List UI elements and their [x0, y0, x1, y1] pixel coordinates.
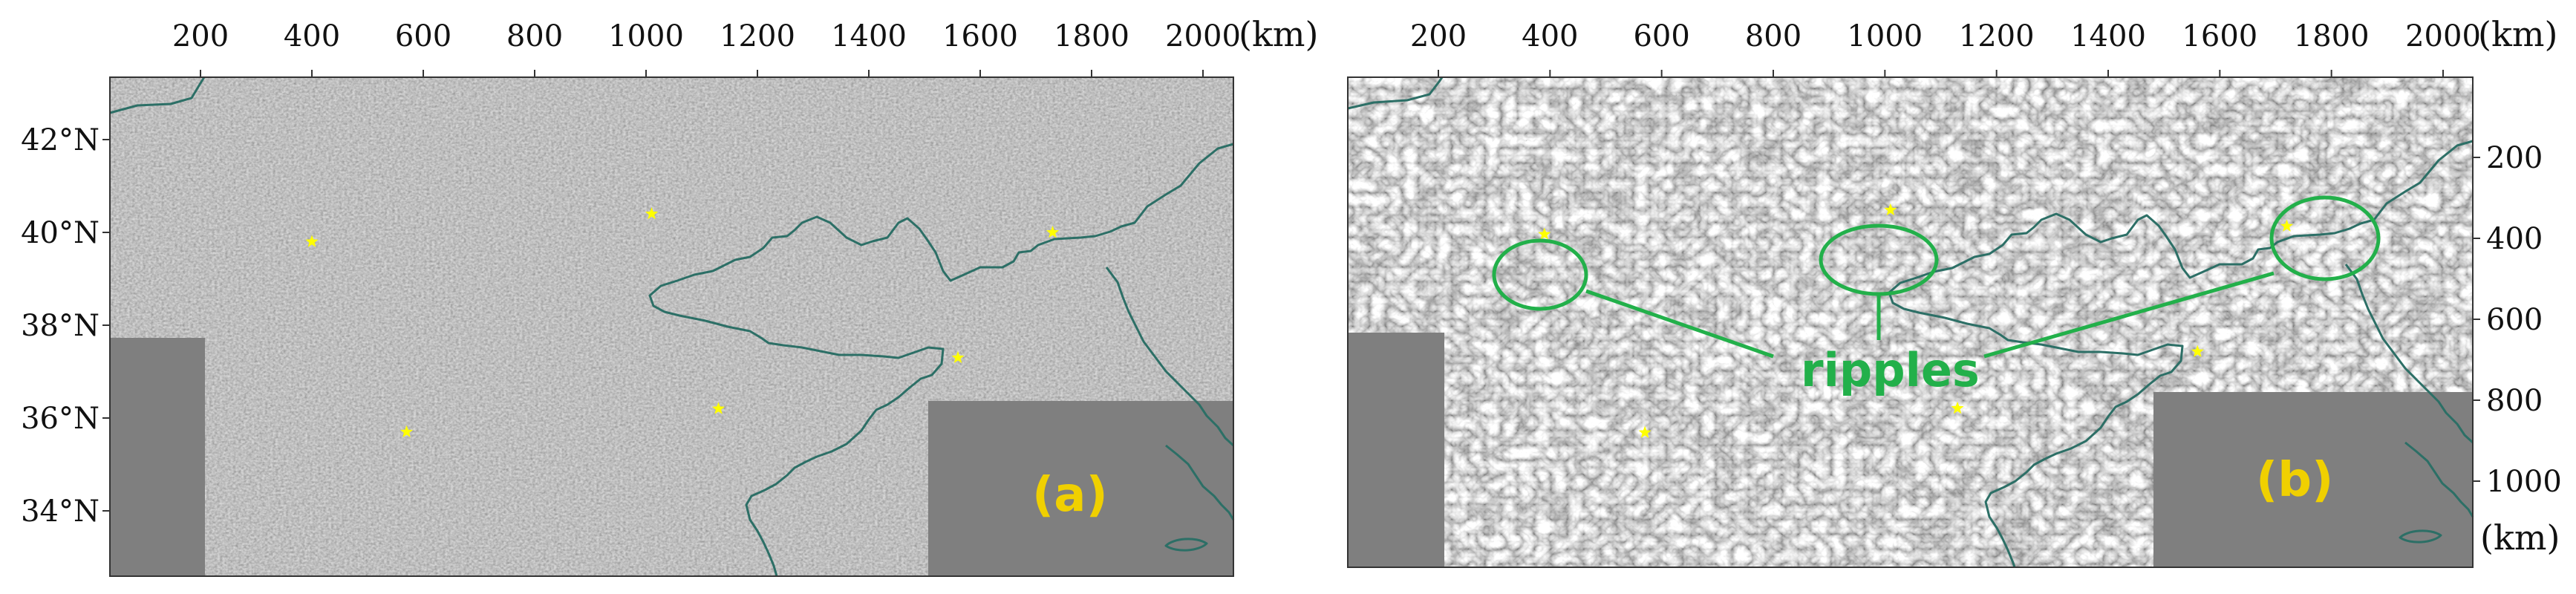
panel-b-x-tick-label: 1600	[2182, 19, 2257, 53]
panel-a-x-tick-label: 2000	[1165, 19, 1241, 53]
panel-a-stations	[305, 207, 1060, 437]
station-star	[711, 402, 725, 414]
panel-b-label-letter: b	[2277, 453, 2312, 508]
panel-b: 200 400 600 800 1000 1200 1400 1600 1800 2000 200…	[1347, 14, 2562, 568]
panel-b-y-tick-label: 200	[2486, 141, 2543, 175]
panel-b-x-tick-label: 200	[1410, 19, 1467, 53]
panel-b-x-tick-label: 1400	[2070, 19, 2146, 53]
station-star	[1538, 227, 1551, 240]
ripple-annotation: ripples	[1492, 195, 2381, 397]
panel-a-x-tick-label: 1800	[1054, 19, 1129, 53]
panel-b-label-open: (	[2256, 453, 2277, 508]
panel-b-stations	[1538, 203, 2294, 438]
station-star	[1638, 425, 1651, 438]
panel-a-lat-tick-label: 38°N	[21, 309, 100, 343]
ripple-circle-3	[2269, 195, 2381, 281]
ripple-label: ripples	[1801, 343, 1980, 397]
panel-a-lat-tick-label: 36°N	[21, 402, 100, 436]
panel-b-y-tick-label: 800	[2486, 384, 2543, 418]
ripple-pointer-3	[1983, 271, 2275, 359]
panel-a-label-close: )	[1086, 468, 1107, 523]
panel-b-y-tick-label: 400	[2486, 222, 2543, 256]
panel-a-frame	[109, 76, 1234, 577]
panel-a-flat-region-right	[928, 401, 1233, 576]
panel-b-x-tick-label: 1000	[1847, 19, 1923, 53]
panel-b-x-tick-label: 1200	[1959, 19, 2035, 53]
panel-b-x-axis: 200 400 600 800 1000 1200 1400 1600 1800 2000	[1410, 19, 2481, 77]
panel-a-x-tick-label: 1400	[831, 19, 907, 53]
panel-b-x-unit: (km)	[2478, 14, 2557, 54]
panel-a-x-tick-label: 600	[395, 19, 451, 53]
panel-b-label: (b)	[2256, 453, 2333, 508]
panel-b-x-tick-label: 1800	[2294, 19, 2370, 53]
panel-a-label: (a)	[1032, 468, 1108, 523]
ripple-pointer-1	[1585, 289, 1774, 359]
station-star	[305, 235, 319, 247]
station-star	[645, 207, 659, 220]
ripple-circle-1	[1492, 238, 1588, 311]
panel-a-coastline	[109, 76, 1235, 577]
panel-b-flat-region-right	[2153, 392, 2473, 567]
panel-a-flat-region-left	[110, 338, 205, 576]
panel-a: 200 400 600 800 1000 1200 1400 1600 1800 2000 42°…	[21, 14, 1318, 577]
panel-a-x-tick-label: 1000	[608, 19, 684, 53]
panel-b-y-tick-label: 1000	[2486, 465, 2562, 499]
panel-b-x-tick-label: 800	[1745, 19, 1801, 53]
panel-a-lat-axis: 42°N 40°N 38°N 36°N 34°N	[21, 123, 110, 529]
panel-a-label-open: (	[1032, 468, 1054, 523]
station-star	[1884, 203, 1897, 216]
panel-b-frame	[1347, 76, 2474, 568]
panel-a-x-unit: (km)	[1239, 14, 1318, 54]
panel-a-lat-tick-label: 40°N	[21, 216, 100, 250]
panel-a-x-tick-label: 1200	[720, 19, 795, 53]
station-star	[2191, 345, 2204, 357]
station-star	[2280, 219, 2294, 232]
panel-a-x-tick-label: 800	[506, 19, 563, 53]
panel-a-x-tick-label: 1600	[942, 19, 1018, 53]
panel-a-label-letter: a	[1054, 468, 1086, 523]
panel-a-x-axis: 200 400 600 800 1000 1200 1400 1600 1800 2000	[172, 19, 1241, 77]
panel-a-lat-tick-label: 42°N	[21, 123, 100, 157]
panel-b-y-axis: 200 400 600 800 1000	[2473, 141, 2562, 499]
panel-b-flat-region-left	[1348, 333, 1444, 567]
panel-a-lat-tick-label: 34°N	[21, 495, 100, 529]
panel-b-x-tick-label: 600	[1633, 19, 1689, 53]
station-star	[1951, 401, 1964, 414]
station-star	[1046, 226, 1060, 238]
panel-b-x-tick-label: 400	[1522, 19, 1578, 53]
station-star	[400, 425, 414, 437]
panel-b-y-unit: (km)	[2480, 518, 2560, 558]
station-star	[951, 350, 965, 363]
panel-b-label-close: )	[2312, 453, 2333, 508]
panel-a-x-tick-label: 200	[172, 19, 229, 53]
panel-a-x-tick-label: 400	[284, 19, 340, 53]
panel-b-x-tick-label: 2000	[2405, 19, 2481, 53]
panel-b-y-tick-label: 600	[2486, 303, 2543, 337]
